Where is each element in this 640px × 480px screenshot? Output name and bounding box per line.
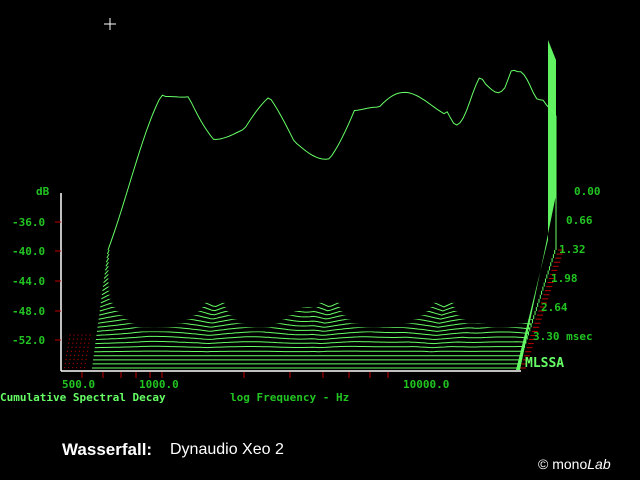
chart-title: Cumulative Spectral Decay	[0, 391, 166, 404]
copyright-notice: © monoLab	[538, 456, 611, 472]
copyright-brand-a: mono	[552, 456, 588, 472]
y-tick-label: -40.0	[12, 245, 46, 258]
time-tick-label: 3.30 msec	[533, 330, 593, 343]
x-tick-label: 1000.0	[139, 378, 179, 391]
time-tick-label: 1.32	[559, 243, 586, 256]
y-tick-label: -36.0	[12, 216, 46, 229]
time-tick-label: 1.98	[551, 272, 578, 285]
time-tick-label: 0.66	[566, 214, 593, 227]
y-tick-label: -52.0	[12, 334, 46, 347]
time-tick-label: 2.64	[541, 301, 568, 314]
x-tick-label: 10000.0	[403, 378, 450, 391]
time-tick-label: 0.00	[574, 185, 601, 198]
caption-title: Wasserfall:	[62, 440, 153, 459]
copyright-symbol: ©	[538, 456, 549, 472]
y-tick-label: -48.0	[12, 305, 46, 318]
x-axis-title: log Frequency - Hz	[230, 391, 350, 404]
y-tick-label: -44.0	[12, 275, 46, 288]
y-axis-unit: dB	[36, 185, 50, 198]
copyright-brand-b: Lab	[587, 456, 611, 472]
brand-label: MLSSA	[525, 356, 565, 371]
x-tick-label: 500.0	[62, 378, 96, 391]
caption-subject: Dynaudio Xeo 2	[170, 441, 284, 458]
